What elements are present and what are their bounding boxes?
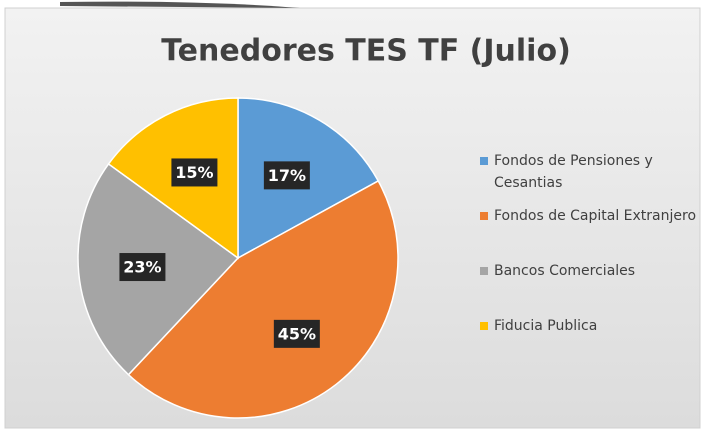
data-label-box xyxy=(263,161,310,190)
legend-swatch xyxy=(480,212,488,220)
legend-entry: Fiducia Publica xyxy=(480,315,707,337)
legend-entry: Fondos de Pensiones y Cesantias xyxy=(480,150,674,194)
decoration xyxy=(60,1,300,9)
data-label: 45% xyxy=(278,324,316,343)
data-label-box xyxy=(273,319,320,348)
data-label: 17% xyxy=(268,166,306,185)
legend-entry: Bancos Comerciales xyxy=(480,260,707,282)
legend-label: Fondos de Capital Extranjero xyxy=(494,208,697,224)
data-label: 23% xyxy=(123,258,161,277)
legend-label: Fondos de Pensiones y Cesantias xyxy=(494,153,653,191)
pie: 17% 45% 23% 15% xyxy=(77,97,399,419)
legend-label: Bancos Comerciales xyxy=(494,263,636,279)
legend-swatch xyxy=(480,267,488,275)
legend-swatch xyxy=(480,322,488,330)
data-label: 15% xyxy=(175,163,213,182)
legend-entry: Fondos de Capital Extranjero xyxy=(480,205,707,227)
legend-swatch xyxy=(480,157,488,165)
pie-slice xyxy=(127,179,399,419)
data-label-box xyxy=(171,158,218,187)
chart-title: Tenedores TES TF (Julio) xyxy=(161,34,571,69)
legend-label: Fiducia Publica xyxy=(494,318,598,334)
data-label-box xyxy=(119,253,166,282)
